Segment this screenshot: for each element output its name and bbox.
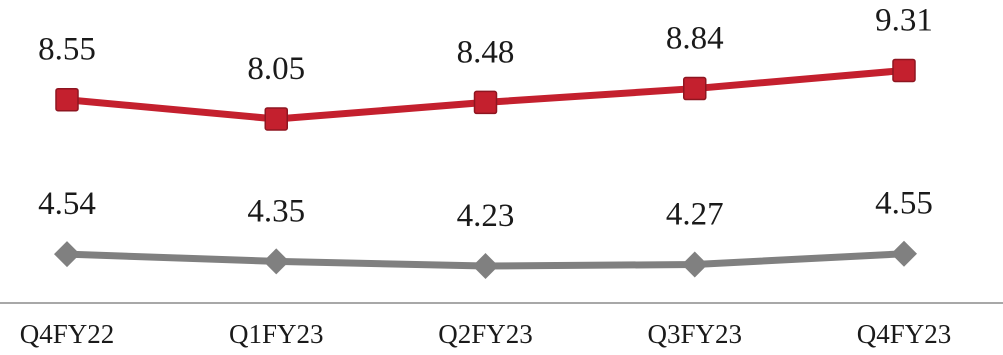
- data-point: [54, 241, 80, 268]
- data-point: [892, 58, 916, 83]
- series-group: 8.55 8.05 8.48 8.84 9.31 4.54 4.35 4.23 4.27 4.55: [38, 2, 933, 280]
- data-point: [473, 90, 498, 115]
- data-label: 4.23: [457, 198, 515, 234]
- data-label: 9.31: [875, 2, 933, 38]
- data-label: 4.54: [38, 186, 96, 222]
- data-label: 8.55: [38, 32, 96, 68]
- x-tick-label: Q4FY23: [857, 319, 952, 349]
- data-label: 4.27: [666, 197, 724, 233]
- x-tick-label: Q3FY23: [647, 319, 742, 349]
- data-label: 8.84: [666, 21, 724, 57]
- series-1: 8.55 8.05 8.48 8.84 9.31: [38, 2, 933, 131]
- x-tick-label: Q2FY23: [438, 319, 533, 349]
- data-label: 4.35: [247, 193, 305, 229]
- data-point: [681, 251, 708, 278]
- data-label: 8.05: [247, 51, 305, 87]
- data-point: [891, 240, 917, 267]
- data-point: [683, 76, 707, 101]
- x-tick-label: Q4FY22: [20, 319, 115, 349]
- data-point: [472, 253, 499, 280]
- x-tick-label: Q1FY23: [229, 319, 324, 349]
- data-point: [55, 87, 79, 112]
- data-point: [263, 248, 290, 275]
- data-label: 8.48: [457, 34, 515, 70]
- data-label: 4.55: [875, 186, 933, 222]
- x-axis-ticks: Q4FY22 Q1FY23 Q2FY23 Q3FY23 Q4FY23: [20, 319, 952, 349]
- series-2: 4.54 4.35 4.23 4.27 4.55: [38, 186, 933, 280]
- data-point: [264, 107, 288, 131]
